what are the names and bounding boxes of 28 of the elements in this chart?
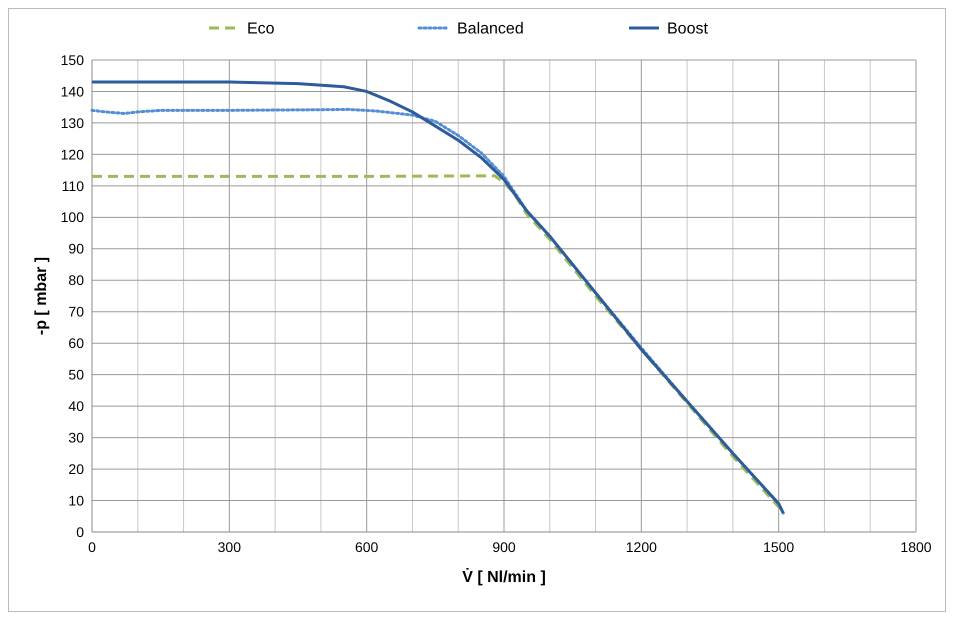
- y-tick-label: 100: [60, 209, 84, 226]
- y-tick-label: 150: [60, 52, 84, 68]
- y-tick-label: 90: [68, 240, 84, 257]
- y-tick-label: 0: [76, 524, 84, 540]
- x-tick-label: 1800: [900, 539, 932, 555]
- legend-label: Eco: [247, 20, 275, 38]
- legend-label: Balanced: [457, 20, 524, 38]
- y-tick-label: 30: [68, 430, 84, 446]
- x-tick-label: 0: [88, 539, 96, 555]
- y-tick-label: 130: [60, 114, 84, 131]
- y-tick-label: 120: [60, 146, 84, 162]
- x-tick-label: 300: [218, 539, 242, 555]
- y-tick-label: 40: [68, 398, 84, 414]
- x-tick-label: 1200: [626, 539, 658, 555]
- y-tick-label: 140: [60, 83, 84, 100]
- x-axis-title: V̇ [ Nl/min ]: [462, 568, 546, 586]
- x-tick-label: 600: [354, 539, 379, 555]
- y-tick-label: 70: [68, 304, 84, 320]
- legend-label: Boost: [667, 20, 708, 38]
- y-tick-label: 20: [68, 460, 84, 477]
- x-tick-label: 1500: [763, 539, 794, 555]
- y-tick-label: 60: [68, 335, 84, 352]
- y-tick-label: 10: [68, 492, 84, 508]
- y-tick-label: 50: [68, 366, 84, 383]
- x-tick-label: 900: [492, 539, 516, 555]
- y-axis-title: -p [ mbar ]: [33, 256, 50, 336]
- y-tick-label: 110: [62, 178, 84, 194]
- y-tick-label: 80: [68, 272, 84, 288]
